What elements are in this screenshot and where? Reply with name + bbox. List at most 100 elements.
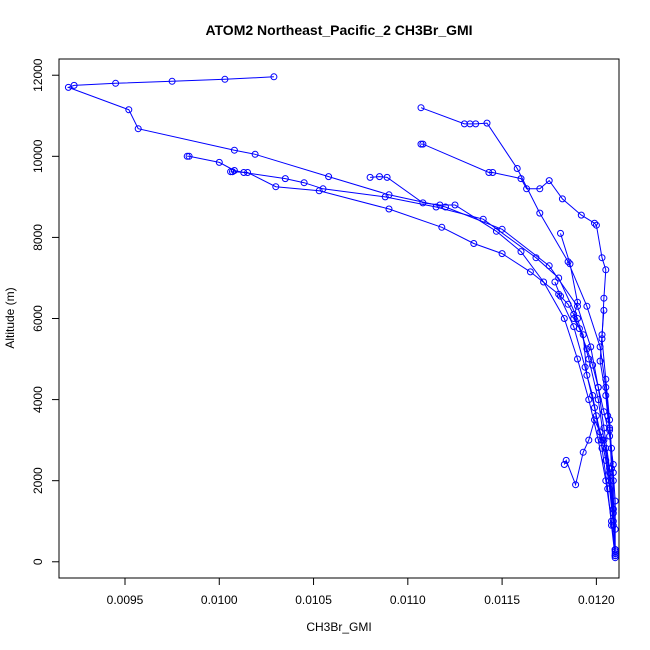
data-point <box>281 175 289 183</box>
series-line <box>560 233 616 556</box>
chart-title: ATOM2 Northeast_Pacific_2 CH3Br_GMI <box>205 22 472 38</box>
data-point <box>611 546 619 554</box>
data-point <box>583 371 591 379</box>
data-point <box>570 310 578 318</box>
y-tick-label: 12000 <box>31 58 45 92</box>
series-10 <box>596 306 619 554</box>
x-tick-label: 0.0100 <box>201 593 238 607</box>
data-point <box>591 219 598 227</box>
data-point <box>517 175 525 183</box>
series-line <box>66 76 616 554</box>
data-point <box>602 456 610 464</box>
series-line <box>421 143 616 550</box>
data-point <box>526 268 534 276</box>
x-tick-label: 0.0105 <box>295 593 332 607</box>
data-point <box>609 469 617 477</box>
data-point <box>585 396 593 404</box>
data-point <box>606 469 614 477</box>
data-point <box>540 278 548 286</box>
series-5 <box>227 168 619 562</box>
data-point <box>572 481 580 489</box>
data-point <box>581 363 589 371</box>
data-point <box>596 428 604 436</box>
data-point <box>583 302 591 310</box>
data-point <box>564 300 572 308</box>
data-point <box>558 195 566 203</box>
data-point <box>432 203 440 211</box>
data-point <box>185 152 193 160</box>
data-point <box>598 331 606 339</box>
data-point <box>244 169 252 176</box>
series-line <box>599 310 616 550</box>
data-point <box>523 185 531 193</box>
data-point <box>536 185 544 193</box>
data-point <box>557 292 564 300</box>
data-point <box>419 140 427 148</box>
data-point <box>436 201 444 209</box>
data-point <box>498 250 506 258</box>
x-tick-label: 0.0115 <box>484 593 520 607</box>
data-point <box>602 266 610 274</box>
data-point <box>606 416 614 424</box>
data-point <box>609 509 617 517</box>
data-point <box>483 119 491 127</box>
data-point <box>606 485 614 493</box>
data-point <box>551 278 559 286</box>
y-axis: 0 2000 4000 6000 8000 10000 12000 <box>31 58 59 565</box>
series-6 <box>366 173 619 560</box>
data-point <box>592 412 600 420</box>
data-point <box>125 106 133 114</box>
data-point <box>562 456 570 464</box>
data-point <box>385 205 393 213</box>
data-point <box>598 254 606 262</box>
y-tick-label: 8000 <box>31 224 45 251</box>
data-point <box>598 444 606 452</box>
series-1 <box>64 73 619 558</box>
series-group <box>64 73 619 562</box>
data-point <box>419 199 427 207</box>
data-point <box>112 79 120 87</box>
data-point <box>270 73 278 81</box>
series-line <box>187 155 616 556</box>
data-point <box>545 177 553 185</box>
data-point <box>325 173 333 181</box>
series-3 <box>183 152 619 560</box>
data-point <box>485 169 493 176</box>
data-point <box>489 169 497 176</box>
data-point <box>545 262 553 270</box>
data-point <box>272 183 280 191</box>
series-line <box>554 281 614 465</box>
y-tick-label: 4000 <box>31 386 45 413</box>
y-tick-label: 10000 <box>31 139 45 173</box>
data-point <box>513 165 521 172</box>
data-point <box>300 179 308 187</box>
series-4 <box>417 140 619 554</box>
data-point <box>227 168 235 176</box>
data-point <box>315 187 323 195</box>
data-point <box>532 254 540 262</box>
data-point <box>470 240 478 247</box>
data-point <box>600 294 608 302</box>
data-point <box>472 120 480 128</box>
data-point <box>376 173 383 181</box>
data-point <box>230 146 238 154</box>
data-point <box>451 201 459 209</box>
data-point <box>183 152 191 160</box>
data-point <box>381 193 389 201</box>
data-point <box>417 140 425 148</box>
data-point <box>574 355 581 363</box>
data-point <box>589 392 597 399</box>
data-point <box>221 75 229 83</box>
data-point <box>517 248 525 256</box>
data-point <box>611 525 619 533</box>
data-point <box>608 517 615 525</box>
data-point <box>608 444 615 452</box>
y-tick-label: 0 <box>31 558 45 565</box>
data-point <box>579 448 587 456</box>
series-7 <box>557 229 619 560</box>
series-line <box>420 107 616 552</box>
data-point <box>592 221 600 229</box>
data-point <box>251 150 259 158</box>
x-tick-label: 0.0095 <box>107 593 144 607</box>
